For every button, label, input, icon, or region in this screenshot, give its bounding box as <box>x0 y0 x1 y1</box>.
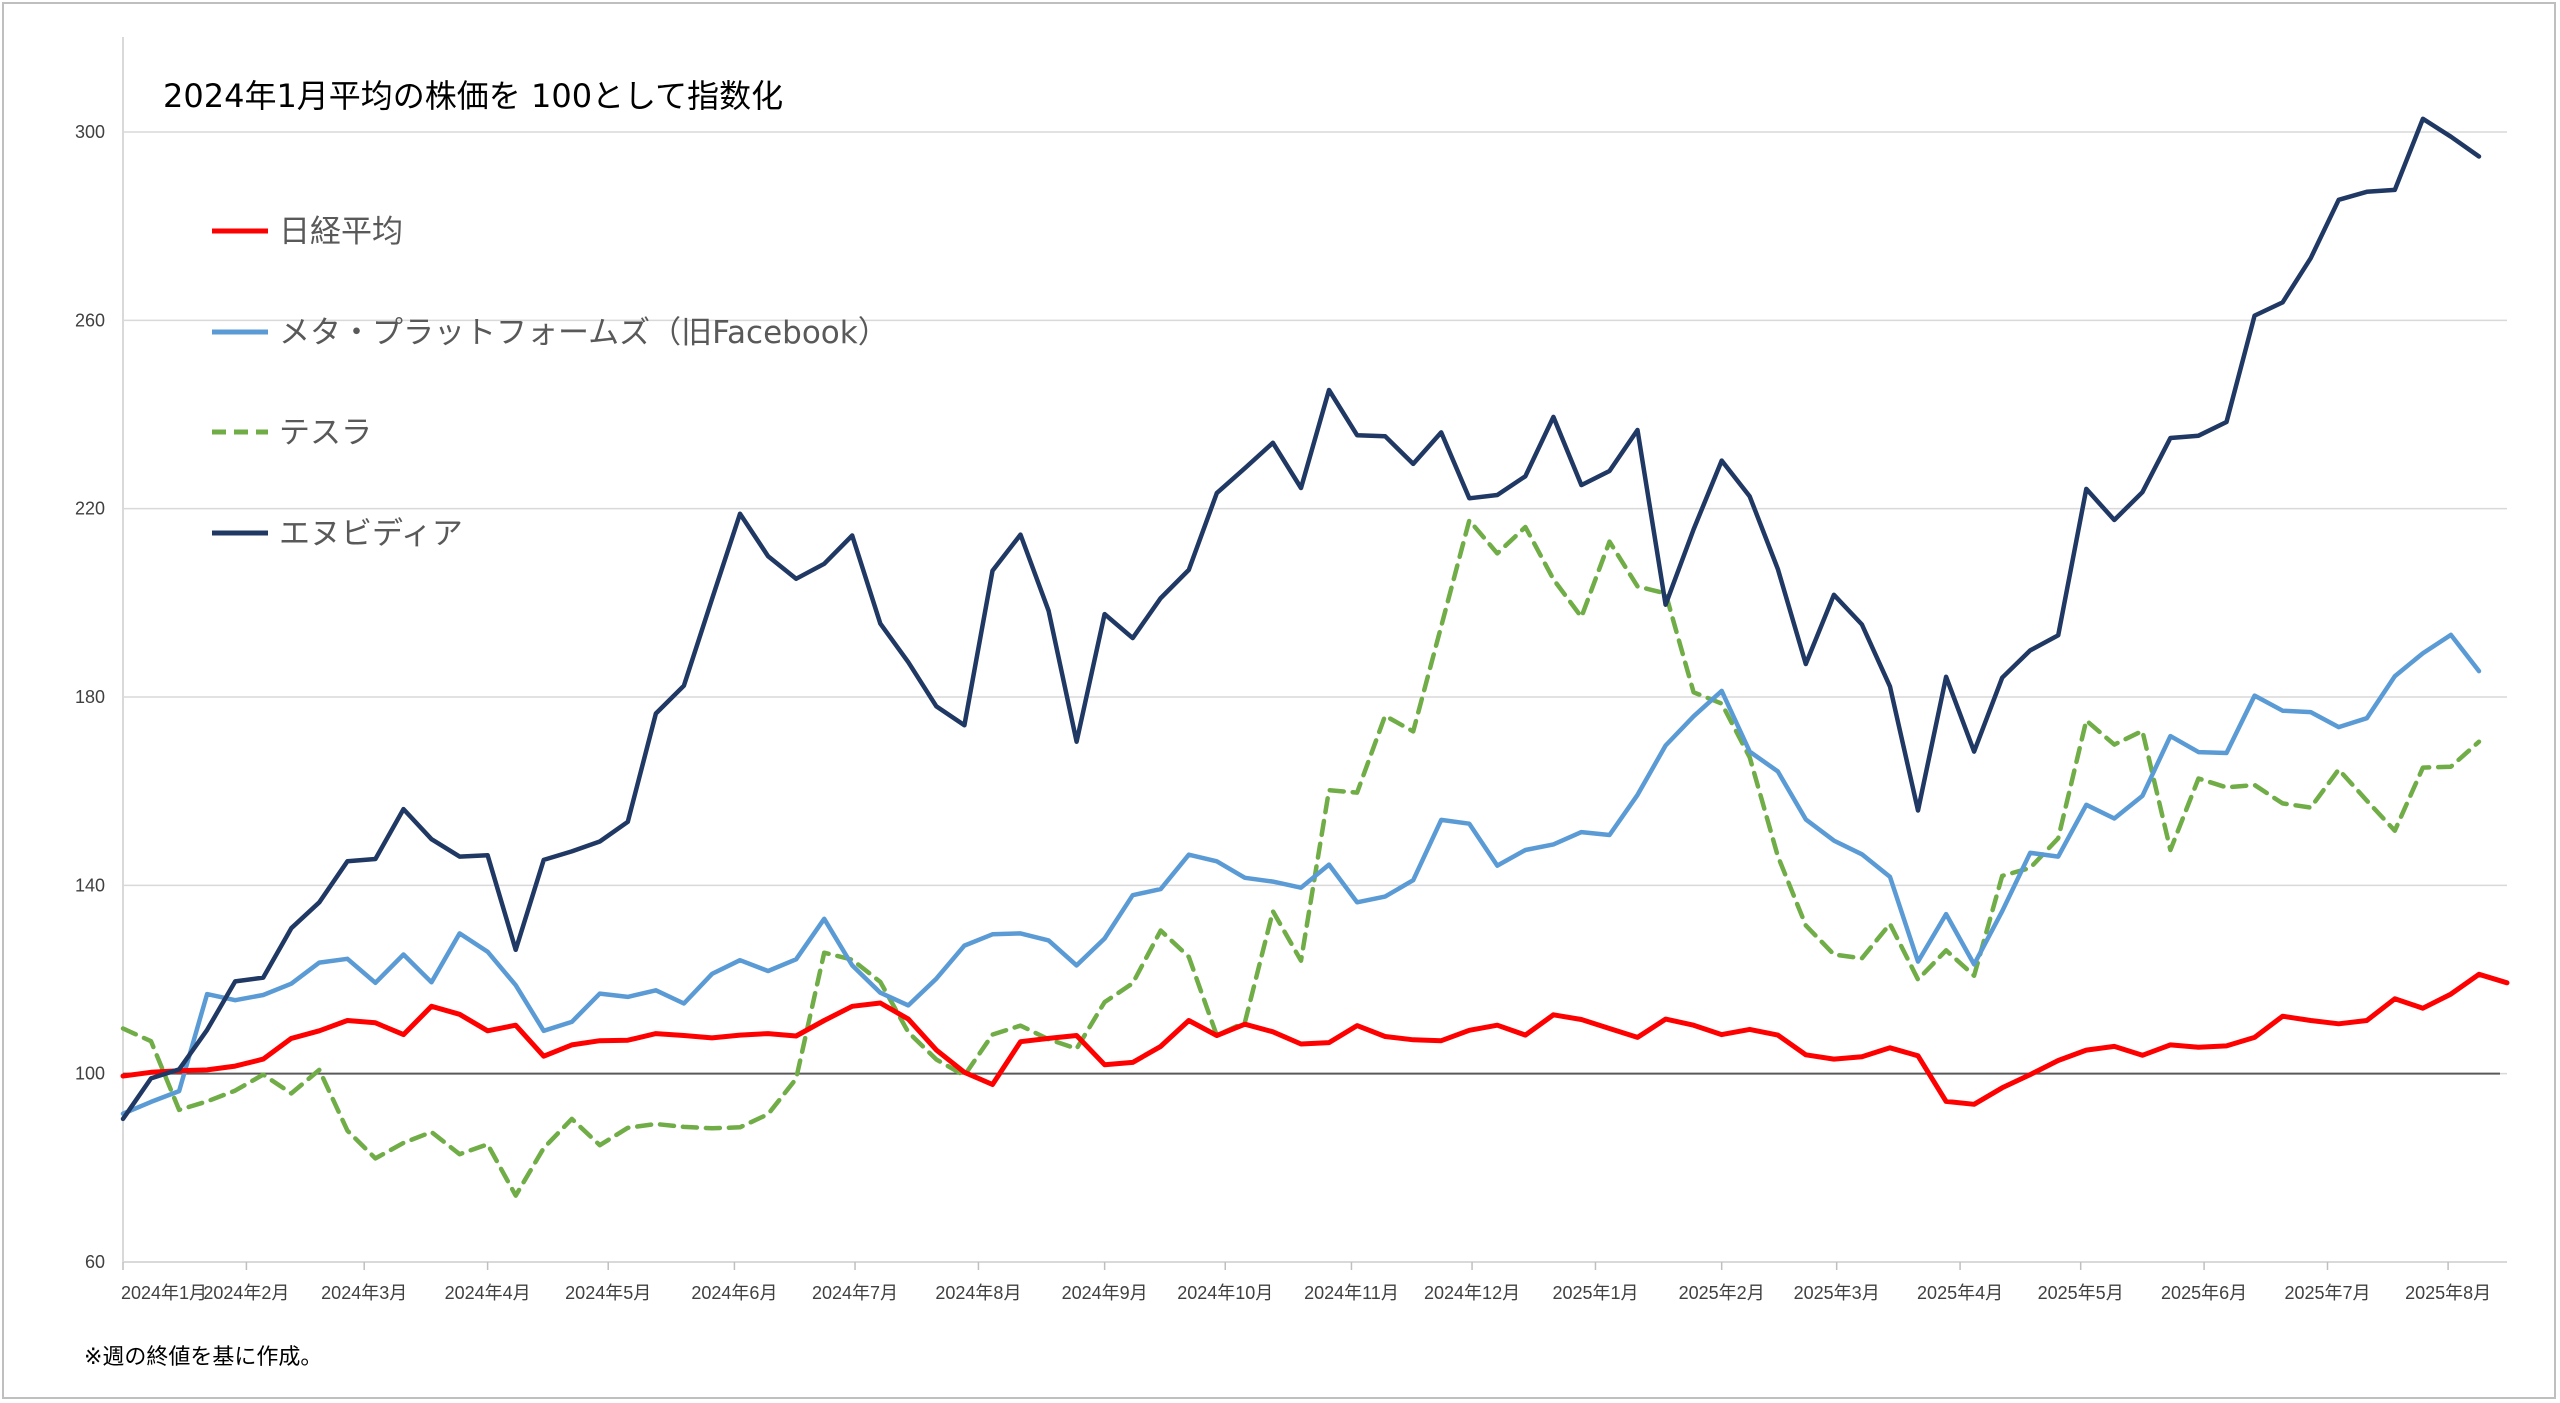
series-line-2 <box>120 518 2482 1198</box>
y-tick-label: 100 <box>75 1064 105 1084</box>
x-tick-label: 2024年12月 <box>1424 1283 1520 1303</box>
legend-label: 日経平均 <box>279 214 403 250</box>
x-tick-label: 2024年11月 <box>1304 1283 1399 1303</box>
x-tick-label: 2025年8月 <box>2405 1283 2491 1303</box>
x-tick-label: 2024年7月 <box>812 1283 898 1303</box>
x-tick-label: 2025年5月 <box>2038 1283 2124 1303</box>
x-tick-label: 2024年2月 <box>203 1283 289 1303</box>
legend-label: メタ・プラットフォームズ（旧Facebook） <box>279 315 889 351</box>
x-tick-label: 2025年1月 <box>1552 1283 1638 1303</box>
series-line-3 <box>120 116 2482 1122</box>
y-tick-label: 60 <box>85 1252 105 1272</box>
plot-area <box>122 37 2507 1263</box>
x-tick-label: 2024年8月 <box>935 1283 1021 1303</box>
x-tick-label: 2024年4月 <box>445 1283 531 1303</box>
series-line-1 <box>120 632 2482 1116</box>
footnote: ※週の終値を基に作成。 <box>84 1345 322 1370</box>
y-tick-label: 180 <box>75 687 105 707</box>
legend-label: エヌビディア <box>279 516 463 552</box>
x-tick-label: 2024年9月 <box>1062 1283 1148 1303</box>
x-tick-label: 2025年6月 <box>2161 1283 2247 1303</box>
x-tick-label: 2024年10月 <box>1177 1283 1273 1303</box>
x-tick-label: 2025年4月 <box>1917 1283 2003 1303</box>
chart-title: 2024年1月平均の株価を 100として指数化 <box>163 77 783 115</box>
x-tick-label: 2024年3月 <box>321 1283 407 1303</box>
gridlines <box>123 131 2507 1075</box>
y-tick-label: 300 <box>75 122 105 142</box>
y-axis: 60 100 140 180 220 260 300 <box>75 122 105 1272</box>
x-tick-label: 2024年5月 <box>565 1283 651 1303</box>
x-tick-label: 2024年6月 <box>691 1283 777 1303</box>
x-tick-label: 2025年2月 <box>1679 1283 1765 1303</box>
series-lines <box>120 116 2510 1198</box>
y-tick-label: 260 <box>75 310 105 330</box>
series-line-0 <box>120 971 2510 1107</box>
x-tick-label: 2024年1月 <box>121 1283 207 1303</box>
x-tick-label: 2025年3月 <box>1794 1283 1880 1303</box>
y-tick-label: 220 <box>75 499 105 519</box>
legend-label: テスラ <box>279 415 372 451</box>
y-tick-label: 140 <box>75 875 105 895</box>
x-tick-label: 2025年7月 <box>2284 1283 2370 1303</box>
